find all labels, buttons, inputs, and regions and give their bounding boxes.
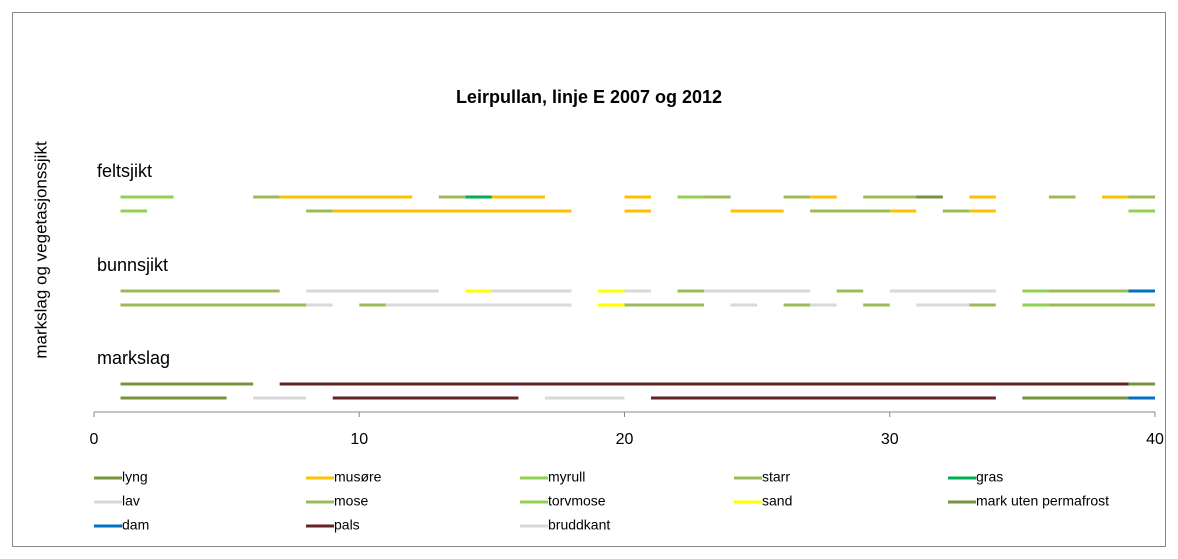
x-tick-label: 40 [1146, 431, 1164, 448]
x-tick-label: 30 [881, 431, 899, 448]
legend-label: musøre [334, 469, 382, 485]
legend-label: pals [334, 517, 360, 533]
legend-label: sand [762, 493, 792, 509]
legend-label: mose [334, 493, 368, 509]
legend-label: myrull [548, 469, 585, 485]
group-label: feltsjikt [97, 161, 152, 181]
legend-label: mark uten permafrost [976, 493, 1109, 509]
group-label: markslag [97, 348, 170, 368]
legend-label: lav [122, 493, 140, 509]
legend-label: starr [762, 469, 790, 485]
y-axis-label: markslag og vegetasjonssjikt [31, 141, 50, 359]
legend-label: dam [122, 517, 149, 533]
x-tick-label: 10 [350, 431, 368, 448]
chart-title: Leirpullan, linje E 2007 og 2012 [456, 87, 722, 107]
legend-label: bruddkant [548, 517, 610, 533]
x-tick-label: 0 [90, 431, 99, 448]
chart-border [12, 12, 1166, 547]
x-tick-label: 20 [616, 431, 634, 448]
legend-label: torvmose [548, 493, 606, 509]
legend-label: lyng [122, 469, 148, 485]
legend-label: gras [976, 469, 1003, 485]
group-label: bunnsjikt [97, 255, 168, 275]
